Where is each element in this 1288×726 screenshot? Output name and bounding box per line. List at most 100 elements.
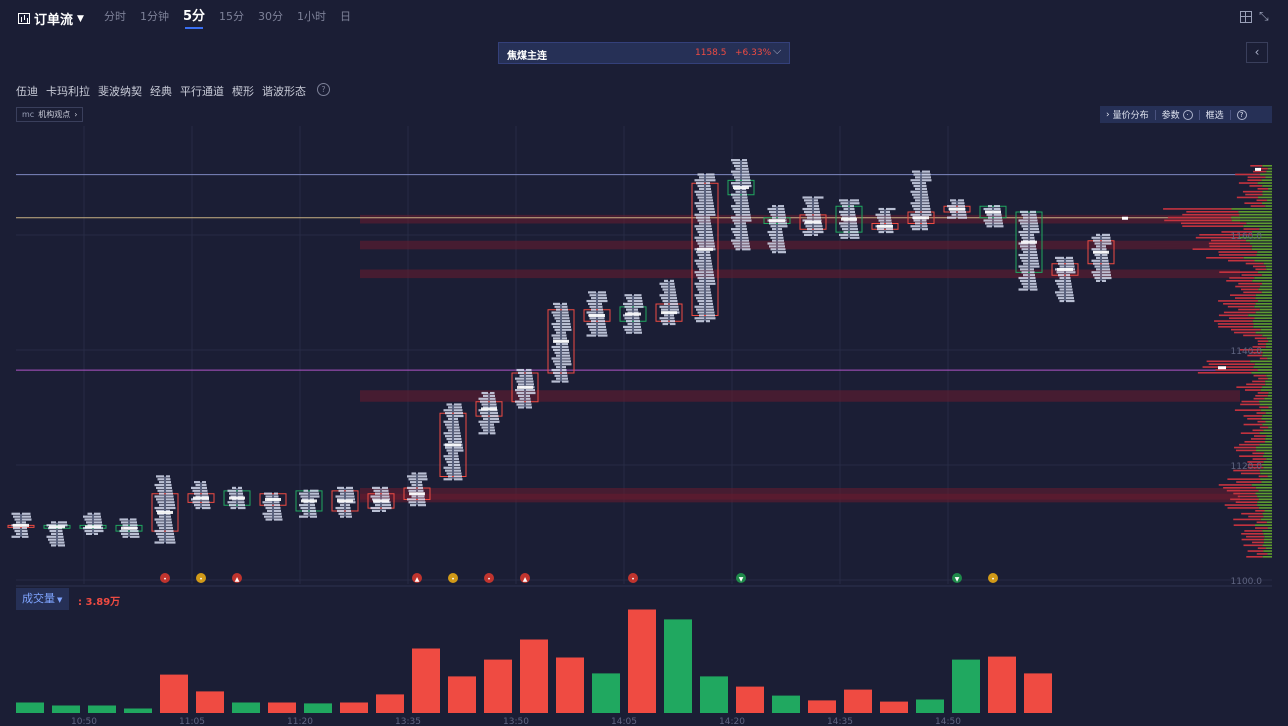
footprint-ask [166,529,174,533]
footprint-ask [1102,233,1110,236]
title-dropdown[interactable]: 订单流 ▼ [18,9,84,28]
footprint-bid [445,423,452,426]
tab-period[interactable]: 1小时 [297,10,327,23]
drawtool-item[interactable]: 经典 [150,85,172,98]
collapse-arrows-icon[interactable]: ⤡ [1259,9,1269,23]
footprint-bid [591,308,596,311]
footprint-bid [586,299,596,303]
candle-poc [625,312,641,316]
footprint-bid [913,196,920,199]
footprint-bid [662,322,668,326]
candle-body [943,205,971,213]
volume-value: : 3.89万 [78,597,121,608]
footprint-bid [696,285,704,288]
drawtool-item[interactable]: 伍迪 [16,85,38,98]
footprint-bid [913,173,920,176]
footprint-ask [130,535,140,538]
footprint-bid [267,509,272,512]
footprint-bid [159,527,164,530]
footprint-bid [732,230,740,234]
footprint-bid [983,207,992,211]
footprint-ask [166,524,173,527]
footprint-bid [696,320,704,323]
profile-sell-bar [1257,196,1272,199]
footprint-ask [742,202,749,205]
signal-marker [952,573,962,583]
footprint-bid [154,529,164,533]
chart-help-button[interactable]: ? [1231,109,1253,120]
tab-period[interactable]: 30分 [258,10,284,23]
footprint-ask [706,311,715,314]
candle-poc [121,526,137,530]
footprint-bid [1023,216,1028,219]
box-select-button[interactable]: 框选 [1200,108,1230,121]
footprint-bid [232,486,236,489]
footprint-ask [706,213,716,216]
footprint-bid [772,239,776,242]
tab-period[interactable]: 日 [340,10,352,23]
footprint-ask [1066,294,1074,297]
footprint-ask [454,423,459,426]
footprint-ask [454,455,459,458]
profile-buy-bar [1259,406,1269,409]
period-tabs: 分时 1分钟 5分 15分 30分 1小时 日 [104,9,365,29]
profile-buy-bar [1259,426,1269,429]
params-button[interactable]: 参数 · [1156,108,1199,121]
footprint-bid [661,297,668,300]
footprint-bid [878,230,884,234]
profile-sell-bar [1262,544,1272,547]
footprint-bid [1018,265,1028,268]
drawtool-item[interactable]: 斐波纳契 [98,85,142,98]
institution-view-button[interactable]: mc 机构观点 › [16,107,84,122]
footprint-ask [166,478,171,481]
tab-period-active[interactable]: 5分 [183,9,206,29]
tab-period[interactable]: 1分钟 [140,10,169,23]
drawtool-item[interactable]: 卡玛利拉 [46,85,90,98]
profile-buy-bar [1226,280,1253,282]
tab-period[interactable]: 15分 [219,10,245,23]
drawtool-item[interactable]: 平行通道 [180,85,224,98]
volume-profile-toggle[interactable]: › 量价分布 [1100,108,1155,122]
help-icon[interactable]: ? [317,83,330,96]
footprint-bid [410,481,416,484]
footprint-ask [742,196,748,199]
footprint-bid [767,207,776,211]
candle-poc [337,499,353,503]
profile-buy-bar [1250,165,1263,167]
footprint-bid [518,371,524,374]
candle-poc [1021,240,1037,244]
candle-body [331,490,359,512]
drawtool-item[interactable]: 楔形 [232,85,254,98]
footprint-ask [166,515,171,518]
footprint-bid [626,331,632,334]
footprint-bid [154,541,164,544]
footprint-bid [626,308,632,311]
price-axis-label: 1140.0 [1231,347,1263,357]
layout-grid-icon[interactable] [1240,11,1252,23]
profile-buy-bar [1246,383,1266,386]
footprint-ask [706,256,711,259]
footprint-bid [697,276,704,280]
profile-buy-bar [1236,481,1262,483]
footprint-ask [706,202,714,205]
footprint-bid [156,521,164,524]
footprint-ask [166,489,173,492]
symbol-selector[interactable]: 焦煤主连 1158.5 +6.33% ⌵ [498,42,790,64]
footprint-ask [94,521,102,524]
footprint-bid [553,360,560,363]
signal-marker [160,573,170,583]
volume-indicator-selector[interactable]: 成交量 ▼ [16,588,69,610]
tab-period[interactable]: 分时 [104,10,126,23]
profile-sell-bar [1254,524,1272,526]
footprint-ask [202,486,207,489]
footprint-ask [706,199,713,202]
profile-sell-bar [1261,179,1272,181]
drawtool-item[interactable]: 谐波形态 [262,85,306,98]
collapse-panel-button[interactable]: ‹ [1246,42,1268,63]
footprint-ask [706,233,713,236]
footprint-ask [274,501,280,504]
profile-buy-bar [1254,337,1267,340]
footprint-bid [51,521,56,524]
footprint-ask [454,414,464,418]
